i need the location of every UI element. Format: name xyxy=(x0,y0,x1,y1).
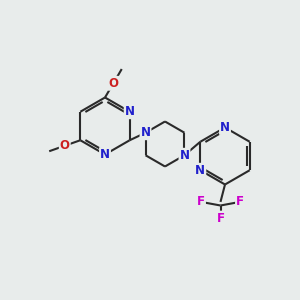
Text: O: O xyxy=(60,139,70,152)
Text: N: N xyxy=(195,164,205,177)
Text: N: N xyxy=(125,105,135,118)
Text: N: N xyxy=(140,126,151,139)
Text: N: N xyxy=(179,149,190,162)
Text: F: F xyxy=(197,195,205,208)
Text: O: O xyxy=(108,77,118,90)
Text: F: F xyxy=(217,212,224,225)
Text: N: N xyxy=(100,148,110,161)
Text: F: F xyxy=(236,195,244,208)
Text: N: N xyxy=(220,121,230,134)
